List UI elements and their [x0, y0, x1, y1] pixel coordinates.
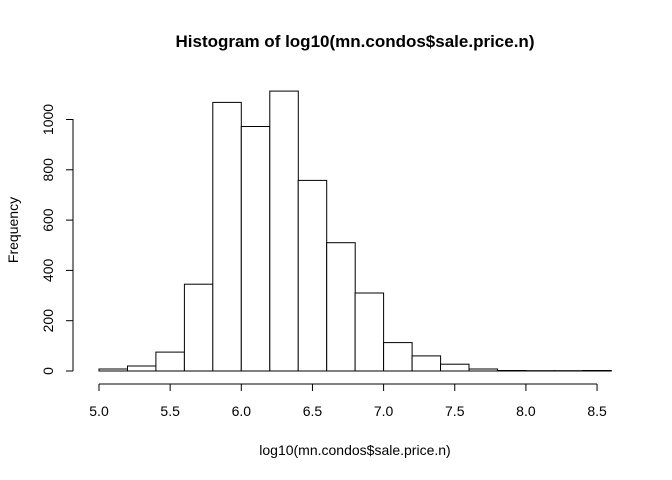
x-tick-label: 5.5 — [160, 403, 180, 419]
x-tick-label: 7.5 — [445, 403, 465, 419]
histogram-bar — [183, 283, 214, 372]
x-tick-label: 5.0 — [89, 403, 109, 419]
y-tick-label: 800 — [40, 158, 56, 182]
histogram-bar — [212, 101, 242, 372]
histogram-bar — [326, 242, 356, 372]
x-tick-label: 7.0 — [374, 403, 394, 419]
y-axis-ticks: 0 200 400 600 800 1000 — [40, 104, 73, 375]
histogram-bar — [269, 90, 299, 372]
histogram-bar — [411, 355, 442, 372]
x-tick-label: 8.5 — [587, 403, 607, 419]
histogram-bar — [468, 368, 498, 372]
histogram-bar — [155, 351, 185, 372]
histogram-bar — [127, 365, 157, 372]
y-axis-label: Frequency — [5, 197, 21, 263]
x-axis-label: log10(mn.condos$sale.price.n) — [259, 442, 450, 458]
x-tick-label: 6.0 — [232, 403, 252, 419]
histogram-bar — [383, 342, 413, 372]
histogram-bar — [582, 370, 612, 372]
bars-group — [98, 90, 612, 372]
histogram-bar — [496, 370, 527, 372]
x-tick-label: 8.0 — [516, 403, 536, 419]
x-axis-ticks: 5.0 5.5 6.0 6.5 7.0 7.5 8.0 8.5 — [89, 384, 607, 419]
x-tick-label: 6.5 — [303, 403, 323, 419]
chart-title: Histogram of log10(mn.condos$sale.price.… — [176, 32, 535, 51]
histogram-bar — [98, 368, 128, 372]
y-tick-label: 200 — [40, 309, 56, 333]
histogram-bar — [240, 126, 271, 372]
histogram-bar — [297, 179, 328, 372]
histogram-bar — [440, 363, 470, 372]
histogram-bar — [354, 292, 385, 372]
y-tick-label: 600 — [40, 208, 56, 232]
y-tick-label: 0 — [40, 367, 56, 375]
y-tick-label: 400 — [40, 259, 56, 283]
y-tick-label: 1000 — [40, 104, 56, 135]
